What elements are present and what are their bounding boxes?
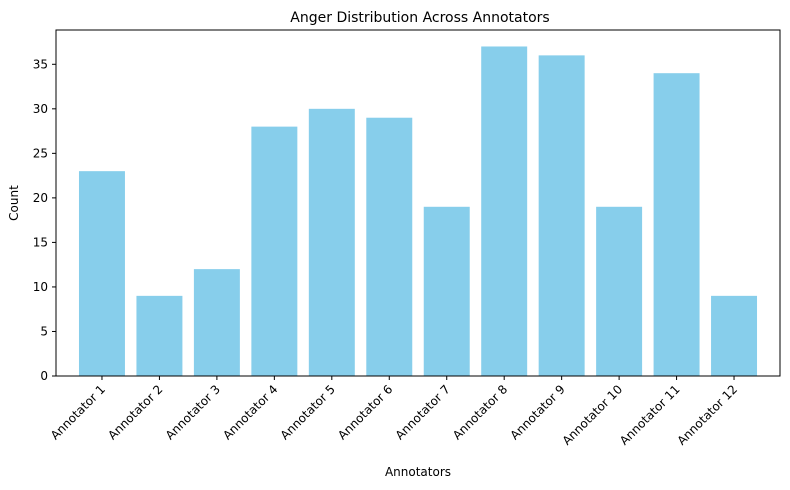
x-tick-label-6: Annotator 6	[335, 382, 395, 442]
y-tick-label-3: 15	[33, 235, 48, 249]
y-tick-label-7: 35	[33, 57, 48, 71]
x-tick-label-11: Annotator 11	[617, 382, 683, 448]
bar-6	[366, 117, 413, 376]
y-tick-label-6: 30	[33, 102, 48, 116]
chart-title: Anger Distribution Across Annotators	[290, 10, 549, 26]
y-tick-label-4: 20	[33, 191, 48, 205]
y-tick-label-1: 5	[40, 324, 48, 338]
bar-8	[481, 46, 528, 376]
x-tick-label-12: Annotator 12	[674, 382, 740, 448]
x-tick-label-8: Annotator 8	[450, 382, 510, 442]
bar-1	[78, 171, 125, 376]
x-tick-label-1: Annotator 1	[48, 382, 108, 442]
x-tick-label-4: Annotator 4	[220, 382, 280, 442]
x-tick-label-7: Annotator 7	[393, 382, 453, 442]
bar-10	[596, 206, 643, 376]
x-tick-label-2: Annotator 2	[105, 382, 165, 442]
y-axis-ticks: 0 5 10 15 20 25 30 35	[33, 57, 56, 383]
x-tick-label-10: Annotator 10	[560, 382, 626, 448]
x-tick-label-9: Annotator 9	[507, 382, 567, 442]
bar-11	[653, 73, 700, 376]
y-tick-label-0: 0	[40, 369, 48, 383]
bar-4	[251, 126, 298, 376]
bar-12	[711, 295, 758, 376]
y-tick-label-2: 10	[33, 280, 48, 294]
bar-3	[193, 269, 240, 376]
y-axis-label: Count	[7, 185, 21, 221]
bar-2	[136, 295, 183, 376]
x-tick-label-5: Annotator 5	[278, 382, 338, 442]
x-tick-label-3: Annotator 3	[163, 382, 223, 442]
bars-group	[78, 46, 758, 376]
y-tick-label-5: 25	[33, 146, 48, 160]
bar-7	[423, 206, 470, 376]
bar-9	[538, 55, 585, 376]
bar-5	[308, 108, 355, 376]
x-axis-label: Annotators	[385, 465, 451, 479]
plot-frame	[55, 29, 781, 377]
